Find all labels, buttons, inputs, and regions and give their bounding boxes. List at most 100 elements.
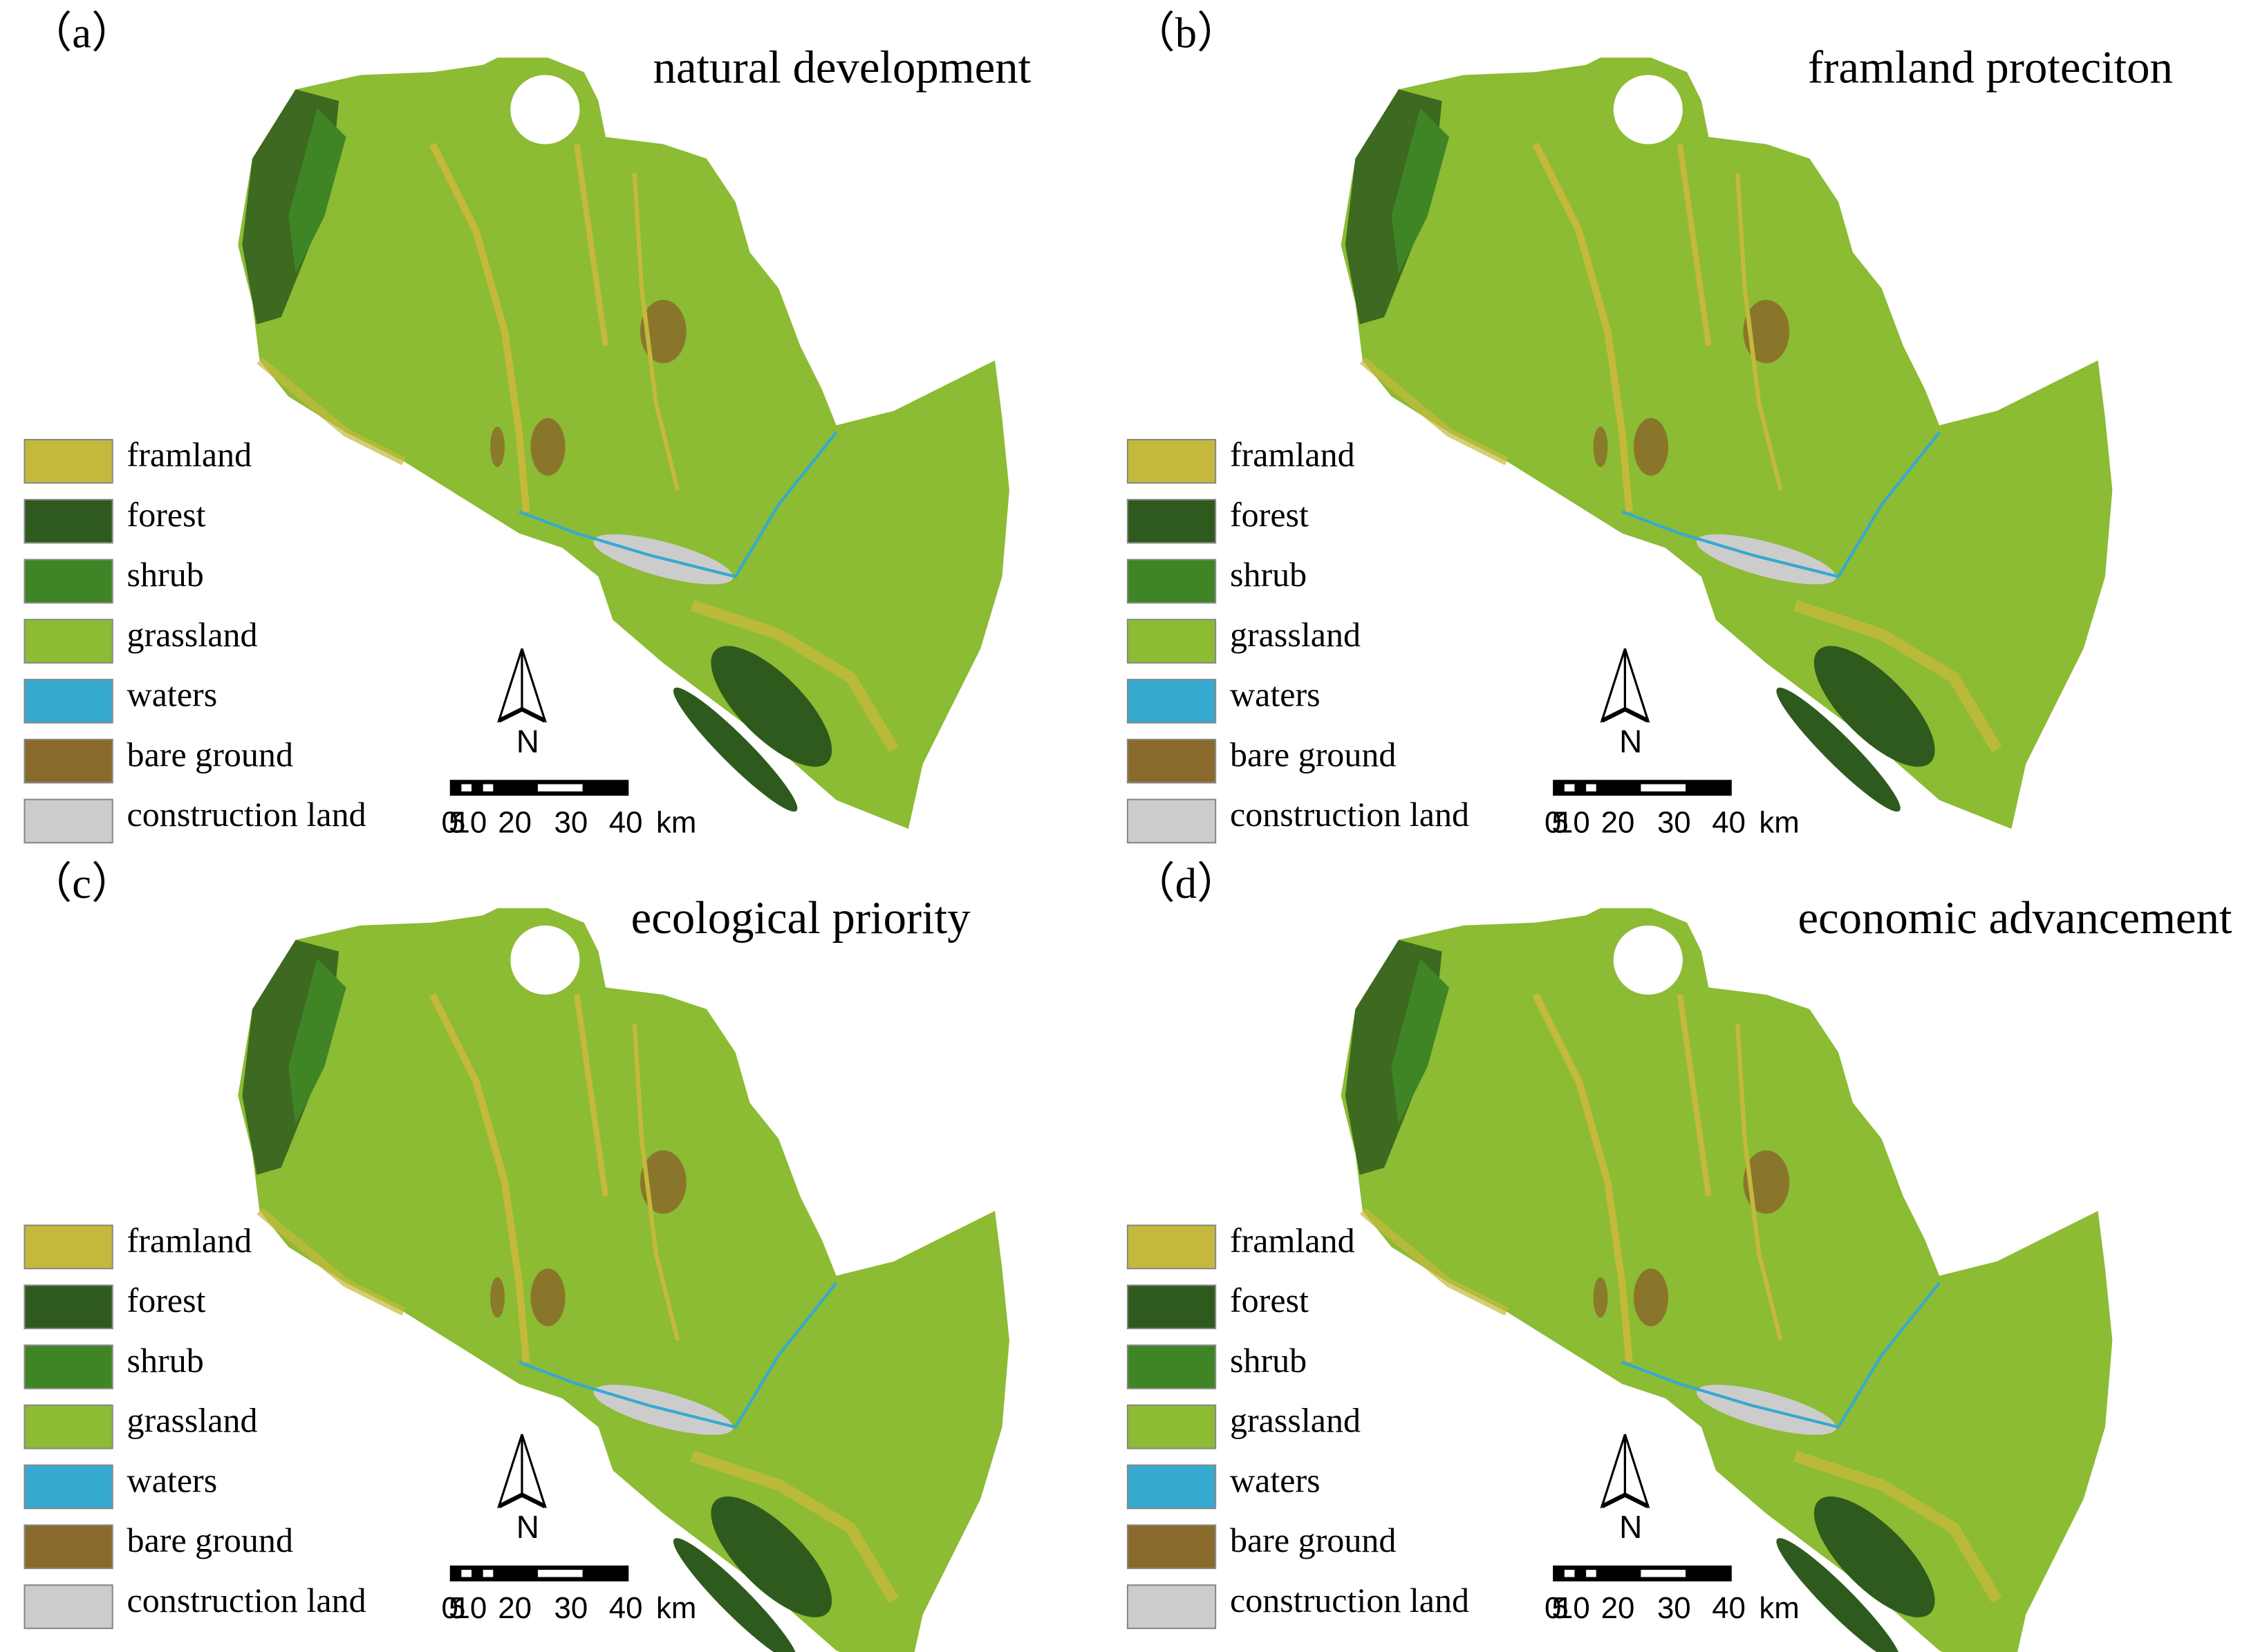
panel: （c） ecological priority framland forest shru…	[24, 859, 1009, 1652]
legend-label: grassland	[127, 1401, 258, 1440]
scale-label: 0	[1545, 1591, 1561, 1625]
legend-label: waters	[127, 675, 218, 714]
north-label: N	[516, 1509, 539, 1545]
legend-label: grassland	[127, 615, 258, 654]
scale-label: 10	[1556, 805, 1590, 839]
scale-unit: km	[656, 805, 696, 839]
scale-unit: km	[1759, 805, 1799, 839]
panel-label: （c）	[29, 859, 135, 908]
land-use-map	[238, 57, 1009, 829]
legend-label: bare ground	[127, 1521, 293, 1559]
legend-label: shrub	[127, 555, 204, 594]
legend-swatch	[1126, 1344, 1217, 1389]
legend-label: forest	[127, 1281, 206, 1320]
panel-label: （a）	[29, 9, 135, 57]
scale-label: 40	[609, 805, 643, 839]
legend-swatch	[24, 1344, 113, 1389]
legend-swatch	[1126, 798, 1217, 844]
scale-bar	[449, 780, 629, 796]
legend-swatch	[24, 738, 113, 784]
north-label: N	[1619, 1509, 1642, 1545]
panel: （a） natural development framland forest shru…	[24, 9, 1032, 844]
panel: （d） economic advancement framland forest shr…	[1126, 859, 2232, 1652]
legend-swatch	[1126, 679, 1217, 724]
legend-label: construction land	[127, 795, 366, 834]
legend-swatch	[24, 679, 113, 724]
panel-label: （b）	[1132, 9, 1240, 57]
legend-label: waters	[1230, 675, 1321, 714]
legend-swatch	[1126, 1584, 1217, 1629]
legend-label: forest	[127, 495, 206, 534]
legend-label: grassland	[1230, 615, 1361, 654]
scale-label: 10	[454, 805, 487, 839]
panel: （b） framland proteciton framland forest shru…	[1126, 9, 2173, 844]
legend-label: grassland	[1230, 1401, 1361, 1440]
legend-label: framland	[1230, 1221, 1355, 1259]
north-arrow	[499, 1434, 545, 1506]
scale-unit: km	[1759, 1591, 1799, 1625]
land-use-map	[238, 908, 1009, 1652]
land-use-map	[1341, 908, 2113, 1652]
scale-label: 20	[1601, 1591, 1635, 1625]
map-area: （a） natural development	[29, 9, 1032, 829]
land-use-map	[1341, 57, 2113, 829]
scale-label: 10	[1556, 1591, 1590, 1625]
legend-swatch	[1126, 1224, 1217, 1270]
legend-swatch	[1126, 498, 1217, 544]
legend-swatch	[24, 798, 113, 844]
legend: framland forest shrub grassland waters bare g…	[24, 435, 696, 844]
legend-swatch	[24, 1224, 113, 1270]
scale-label: 5	[1551, 1591, 1568, 1625]
map-area: （d） economic advancement	[1132, 859, 2232, 1652]
panel-title: economic advancement	[1798, 893, 2232, 944]
scale-label: 30	[1657, 1591, 1691, 1625]
legend-swatch	[24, 619, 113, 664]
legend-label: framland	[1230, 435, 1355, 474]
legend-swatch	[24, 1584, 113, 1629]
scale-label: 0	[1545, 805, 1561, 839]
legend: framland forest shrub grassland waters bare g…	[24, 1221, 696, 1629]
scale-label: 20	[498, 1591, 532, 1625]
north-label: N	[1619, 723, 1642, 759]
map-area: （b） framland proteciton	[1132, 9, 2173, 829]
legend-swatch	[1126, 738, 1217, 784]
panel-title: framland proteciton	[1808, 43, 2173, 93]
north-arrow	[1602, 1434, 1648, 1506]
scale-label: 30	[1657, 805, 1691, 839]
north-arrow	[499, 648, 545, 720]
scale-label: 30	[554, 805, 588, 839]
legend-label: construction land	[1230, 795, 1469, 834]
legend-swatch	[1126, 1524, 1217, 1570]
legend-label: framland	[127, 435, 252, 474]
legend-label: framland	[127, 1221, 252, 1259]
legend-swatch	[1126, 1464, 1217, 1510]
legend-label: waters	[127, 1461, 218, 1499]
legend-swatch	[1126, 619, 1217, 664]
legend-swatch	[24, 498, 113, 544]
scale-label: 20	[498, 805, 532, 839]
legend-label: forest	[1230, 495, 1309, 534]
legend-swatch	[24, 559, 113, 604]
legend-label: construction land	[127, 1581, 366, 1620]
legend-swatch	[1126, 1404, 1217, 1449]
panel-title: ecological priority	[631, 893, 971, 944]
legend-label: waters	[1230, 1461, 1321, 1499]
legend-swatch	[24, 1524, 113, 1570]
scale-label: 20	[1601, 805, 1635, 839]
map-area: （c） ecological priority	[29, 859, 1009, 1652]
scale-label: 40	[1712, 805, 1746, 839]
north-label: N	[516, 723, 539, 759]
legend-swatch	[24, 1284, 113, 1330]
scale-bar	[449, 1565, 629, 1581]
scale-bar	[1553, 1565, 1732, 1581]
scale-bar	[1553, 780, 1732, 796]
scale-label: 30	[554, 1591, 588, 1625]
legend-label: forest	[1230, 1281, 1309, 1320]
legend-swatch	[1126, 439, 1217, 484]
scale-label: 40	[609, 1591, 643, 1625]
north-arrow	[1602, 648, 1648, 720]
scale-label: 40	[1712, 1591, 1746, 1625]
scale-label: 5	[449, 805, 465, 839]
legend-label: bare ground	[1230, 735, 1396, 773]
legend-label: shrub	[127, 1341, 204, 1380]
